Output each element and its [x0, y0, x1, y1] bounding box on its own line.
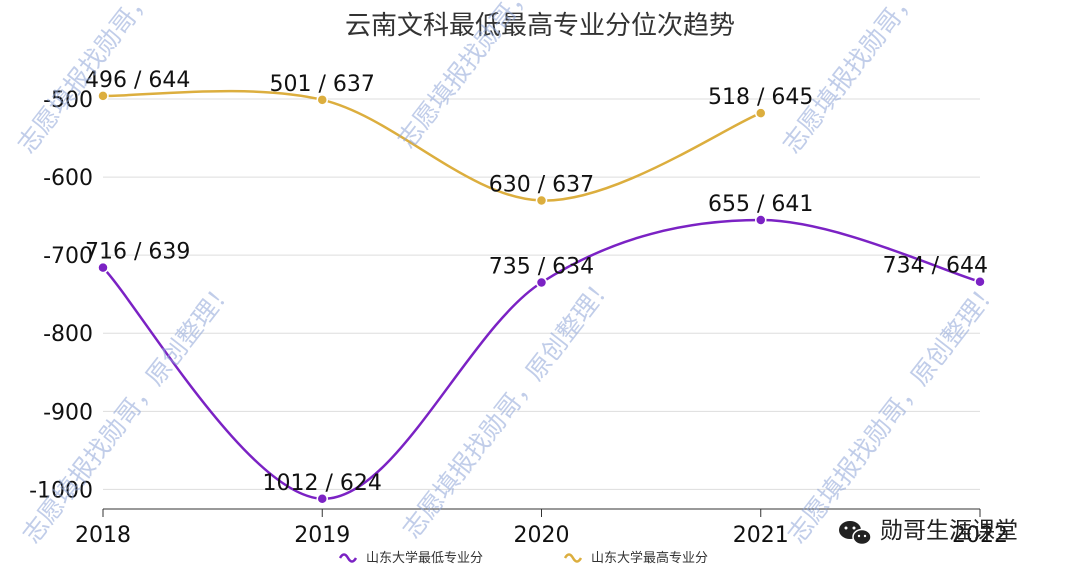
series-line	[102, 218, 981, 501]
legend-label: 山东大学最低专业分	[366, 550, 483, 566]
data-point[interactable]	[974, 275, 986, 288]
y-tick-label: -600	[43, 166, 93, 191]
data-point[interactable]	[535, 194, 548, 207]
legend-swatch	[563, 553, 583, 563]
chart-title: 云南文科最低最高专业分位次趋势	[345, 11, 735, 41]
x-tick-label: 2021	[733, 523, 789, 548]
legend-item[interactable]: 山东大学最低专业分	[338, 550, 483, 566]
brand-badge: 勋哥生涯课堂	[839, 518, 1018, 546]
x-tick-label: 2019	[294, 523, 350, 548]
legend-swatch	[338, 553, 358, 563]
brand-text: 勋哥生涯课堂	[880, 518, 1018, 544]
wechat-icon	[839, 521, 872, 546]
x-tick-label: 2022	[952, 523, 1008, 548]
data-label: 735 / 634	[489, 255, 594, 280]
data-point[interactable]	[97, 261, 109, 274]
y-tick-label: -900	[43, 400, 93, 425]
legend-item[interactable]: 山东大学最高专业分	[563, 550, 708, 566]
legend[interactable]: 山东大学最低专业分 山东大学最高专业分	[338, 550, 708, 566]
axes: -500 -600 -700 -800 -900 -1000 2018 2019 2020 202…	[29, 88, 1008, 548]
series-lines	[97, 89, 986, 505]
data-label: 734 / 644	[883, 254, 988, 279]
y-tick-label: -1000	[29, 478, 93, 503]
data-label: 1012 / 624	[263, 471, 382, 496]
x-tick-label: 2018	[75, 523, 131, 548]
data-label: 716 / 639	[85, 240, 190, 265]
data-point[interactable]	[316, 94, 328, 106]
x-tick-label: 2020	[514, 523, 570, 548]
data-point[interactable]	[755, 214, 767, 226]
y-tick-label: -500	[43, 88, 93, 113]
data-label: 496 / 644	[85, 68, 190, 93]
watermark-text: 志愿填报找勋哥，原创整理！	[777, 0, 1000, 159]
data-point[interactable]	[755, 107, 767, 119]
data-point[interactable]	[97, 90, 109, 102]
gridlines	[103, 98, 980, 490]
y-tick-label: -700	[43, 244, 93, 269]
y-tick-label: -800	[43, 322, 93, 347]
data-point[interactable]	[316, 493, 328, 505]
data-label: 518 / 645	[708, 85, 813, 110]
data-labels: 716 / 639 1012 / 624 735 / 634 655 / 641 734…	[85, 68, 988, 496]
data-label: 501 / 637	[270, 72, 375, 97]
legend-label: 山东大学最高专业分	[591, 550, 708, 566]
data-label: 630 / 637	[489, 173, 594, 198]
series-line	[102, 89, 762, 202]
data-point[interactable]	[535, 276, 548, 289]
data-label: 655 / 641	[708, 192, 813, 217]
